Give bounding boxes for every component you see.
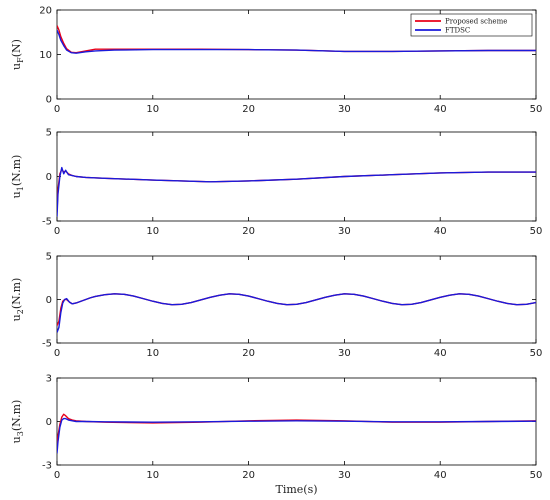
- x-tick-label: 0: [54, 348, 60, 359]
- x-tick-label: 40: [434, 348, 447, 359]
- y-tick-label: 20: [39, 6, 52, 17]
- series-line-ftdsc: [57, 293, 536, 333]
- y-tick-label: 10: [39, 50, 52, 61]
- legend-label: FTDSC: [445, 27, 470, 35]
- y-tick-label: 0: [46, 172, 52, 183]
- series-line-ftdsc: [57, 29, 536, 54]
- y-tick-label: 0: [46, 95, 52, 106]
- x-tick-label: 40: [434, 104, 447, 115]
- y-axis-label-main: u: [10, 436, 23, 443]
- series-line-ftdsc: [57, 417, 536, 454]
- y-axis-label-main: u: [10, 191, 23, 198]
- legend-label: Proposed scheme: [445, 18, 507, 26]
- x-tick-label: 50: [530, 470, 543, 481]
- x-tick-label: 30: [338, 104, 351, 115]
- y-tick-label: 5: [46, 128, 52, 139]
- x-tick-label: 30: [338, 470, 351, 481]
- x-tick-label: 20: [242, 470, 255, 481]
- series-line-ftdsc: [57, 166, 536, 217]
- y-axis-label-sub: 3: [16, 431, 25, 436]
- y-tick-label: -3: [42, 461, 52, 472]
- y-axis-label-unit: (N): [10, 39, 23, 57]
- y-tick-label: 5: [46, 252, 52, 263]
- y-tick-label: 0: [46, 417, 52, 428]
- y-axis-label-sub: F: [16, 57, 25, 63]
- y-tick-label: -5: [42, 339, 52, 350]
- y-tick-label: 3: [46, 374, 52, 385]
- y-axis-label-unit: (N.m): [10, 278, 23, 309]
- y-axis-label-unit: (N.m): [10, 155, 23, 186]
- x-tick-label: 10: [146, 470, 159, 481]
- x-tick-label: 20: [242, 226, 255, 237]
- y-axis-label-main: u: [10, 63, 23, 70]
- x-tick-label: 40: [434, 470, 447, 481]
- series-line-proposed: [57, 413, 536, 445]
- x-tick-label: 20: [242, 104, 255, 115]
- x-tick-label: 0: [54, 470, 60, 481]
- x-tick-label: 10: [146, 104, 159, 115]
- x-tick-label: 10: [146, 348, 159, 359]
- y-axis-label-sub: 1: [16, 186, 25, 191]
- x-tick-label: 50: [530, 348, 543, 359]
- series-line-proposed: [57, 293, 536, 326]
- series-line-proposed: [57, 168, 536, 213]
- x-tick-label: 0: [54, 104, 60, 115]
- axes-box: [56, 131, 537, 222]
- x-axis-label: Time(s): [275, 483, 317, 496]
- y-tick-label: -5: [42, 217, 52, 228]
- y-tick-label: 0: [46, 295, 52, 306]
- y-axis-label: u3(N.m): [10, 400, 25, 444]
- chart-panel-1: 0 10 20 30 40 50 0 10 20 uF(N) Proposed schemeFTDS…: [10, 6, 542, 116]
- x-tick-label: 50: [530, 104, 543, 115]
- x-tick-label: 50: [530, 226, 543, 237]
- x-tick-label: 20: [242, 348, 255, 359]
- y-axis-label-sub: 2: [16, 309, 25, 314]
- x-tick-label: 40: [434, 226, 447, 237]
- y-axis-label-unit: (N.m): [10, 400, 23, 431]
- y-axis-label: u1(N.m): [10, 155, 25, 199]
- x-tick-label: 10: [146, 226, 159, 237]
- y-axis-label-main: u: [10, 314, 23, 321]
- x-tick-label: 30: [338, 348, 351, 359]
- x-tick-label: 30: [338, 226, 351, 237]
- legend-box: [410, 13, 533, 37]
- axes-box: [56, 255, 537, 344]
- y-axis-label: uF(N): [10, 39, 25, 70]
- x-tick-label: 0: [54, 226, 60, 237]
- y-axis-label: u2(N.m): [10, 278, 25, 322]
